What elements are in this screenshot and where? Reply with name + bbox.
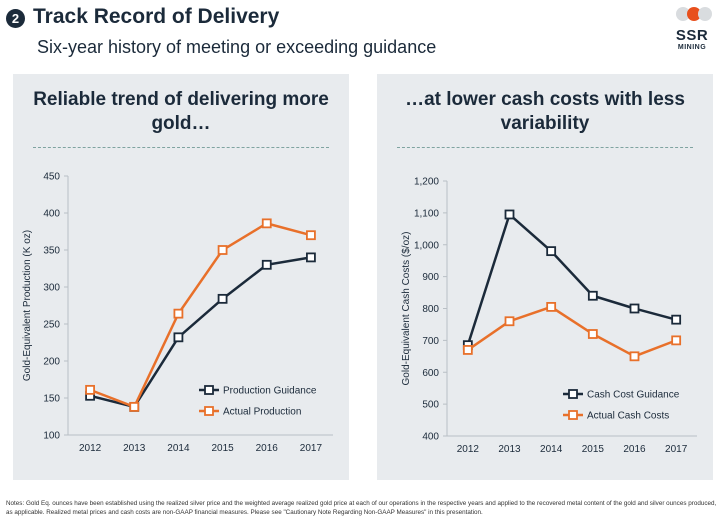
cash-cost-chart-y-tick-label: 400 — [422, 432, 439, 443]
cash-cost-chart-actual-point — [462, 345, 473, 355]
production-chart-y-tick-label: 100 — [43, 431, 60, 442]
slide-header: 2 Track Record of Delivery Six-year hist… — [0, 0, 725, 64]
page-subtitle: Six-year history of meeting or exceeding… — [37, 37, 437, 57]
cash-cost-chart-actual-point — [504, 316, 515, 327]
cash-cost-chart-guidance-point — [629, 303, 640, 314]
production-chart: 100 150 200 250 300 350 400 450 2012 2013 2014 2015… — [22, 172, 333, 454]
production-chart-guidance-point — [261, 259, 272, 270]
production-chart-legend-guidance-marker — [204, 385, 214, 395]
cash-cost-chart-y-axis-label: Gold-Equivalent Cash Costs ($/oz) — [401, 232, 412, 386]
ssr-mining-logo: SSR MINING — [668, 6, 716, 56]
cash-cost-chart: 400 500 600 700 800 900 1,000 1,100 1,200 2012 201… — [401, 177, 697, 455]
cash-cost-chart-legend-actual-label: Actual Cash Costs — [587, 411, 669, 422]
production-chart-actual-point — [173, 308, 184, 319]
cash-cost-chart-y-tick-label: 800 — [422, 304, 439, 315]
production-chart-x-tick-label: 2014 — [167, 443, 190, 454]
production-chart-y-tick-label: 300 — [43, 283, 60, 294]
cash-cost-chart-y-tick-label: 600 — [422, 368, 439, 379]
cash-cost-chart-legend-guidance-label: Cash Cost Guidance — [587, 390, 680, 401]
production-chart-legend-actual-marker — [204, 406, 214, 416]
production-chart-y-tick-label: 350 — [43, 246, 60, 257]
logo-subtext: MINING — [677, 44, 707, 51]
production-chart-divider — [33, 147, 329, 148]
cash-cost-chart-title-line-2: variability — [500, 113, 590, 134]
production-chart-legend-actual-label: Actual Production — [223, 407, 301, 418]
cash-cost-chart-x-tick-label: 2015 — [582, 444, 605, 455]
section-number-badge: 2 — [6, 9, 25, 28]
cash-cost-chart-y-tick-label: 1,100 — [414, 208, 439, 219]
cash-cost-chart-actual-point — [546, 302, 557, 312]
cash-cost-chart-legend-guidance-marker — [568, 389, 578, 399]
production-chart-y-tick-label: 400 — [43, 209, 60, 220]
production-chart-y-tick-label: 200 — [43, 357, 60, 368]
cash-cost-chart-panel: …at lower cash costs with less variabili… — [377, 74, 713, 480]
cash-cost-chart-guidance-point — [504, 209, 515, 220]
production-chart-title-line-1: Reliable trend of delivering more — [33, 89, 329, 110]
cash-cost-chart-title: …at lower cash costs with less variabili… — [387, 88, 703, 136]
production-chart-y-tick-label: 450 — [43, 172, 60, 183]
cash-cost-chart-y-tick-label: 700 — [422, 336, 439, 347]
production-chart-legend-guidance-label: Production Guidance — [223, 386, 317, 397]
cash-cost-chart-actual-line — [467, 305, 677, 358]
production-chart-actual-point — [85, 384, 95, 395]
cash-cost-chart-guidance-point — [546, 246, 557, 257]
cash-cost-chart-actual-point — [671, 335, 682, 346]
logo-text: SSR — [675, 27, 709, 44]
production-chart-title: Reliable trend of delivering more gold… — [23, 88, 339, 136]
production-chart-actual-point — [217, 245, 228, 255]
production-chart-guidance-point — [306, 252, 316, 263]
cash-cost-chart-title-line-1: …at lower cash costs with less — [405, 89, 685, 110]
cash-cost-chart-x-tick-label: 2014 — [540, 444, 563, 455]
cash-cost-chart-legend-actual-marker — [568, 410, 578, 420]
production-chart-x-tick-label: 2015 — [211, 443, 234, 454]
production-chart-x-tick-label: 2017 — [300, 443, 323, 454]
cash-cost-chart-x-tick-label: 2013 — [498, 444, 521, 455]
logo-dots-icon — [676, 7, 712, 21]
cash-cost-chart-y-tick-label: 1,000 — [414, 240, 439, 251]
production-chart-y-axis-label: Gold-Equivalent Production (K oz) — [22, 230, 33, 381]
production-chart-actual-point — [129, 401, 140, 412]
cash-cost-chart-actual-point — [629, 351, 640, 362]
cash-cost-chart-divider — [397, 147, 693, 148]
cash-cost-chart-y-tick-label: 1,200 — [414, 177, 439, 188]
production-chart-x-tick-label: 2013 — [123, 443, 146, 454]
cash-cost-chart-x-tick-label: 2017 — [665, 444, 688, 455]
production-chart-y-tick-label: 250 — [43, 320, 60, 331]
cash-cost-chart-y-tick-label: 900 — [422, 272, 439, 283]
page-title: Track Record of Delivery — [33, 5, 280, 28]
cash-cost-chart-actual-point — [587, 329, 598, 339]
production-chart-actual-line — [89, 222, 312, 409]
production-chart-guidance-point — [217, 293, 228, 304]
production-chart-actual-point — [261, 218, 272, 229]
production-chart-panel: Reliable trend of delivering more gold… … — [13, 74, 349, 480]
cash-cost-chart-x-tick-label: 2016 — [623, 444, 646, 455]
cash-cost-chart-guidance-point — [587, 290, 598, 301]
cash-cost-chart-guidance-point — [671, 314, 682, 325]
production-chart-x-tick-label: 2016 — [256, 443, 279, 454]
cash-cost-chart-x-tick-label: 2012 — [457, 444, 480, 455]
production-chart-guidance-point — [173, 332, 184, 343]
production-chart-actual-point — [306, 230, 316, 241]
production-chart-title-line-2: gold… — [151, 113, 211, 134]
production-chart-y-tick-label: 150 — [43, 394, 60, 405]
production-chart-x-tick-label: 2012 — [79, 443, 102, 454]
footnotes: Notes: Gold Eq. ounces have been establi… — [6, 500, 717, 516]
cash-cost-chart-y-tick-label: 500 — [422, 400, 439, 411]
cash-cost-chart-guidance-line — [466, 212, 677, 346]
